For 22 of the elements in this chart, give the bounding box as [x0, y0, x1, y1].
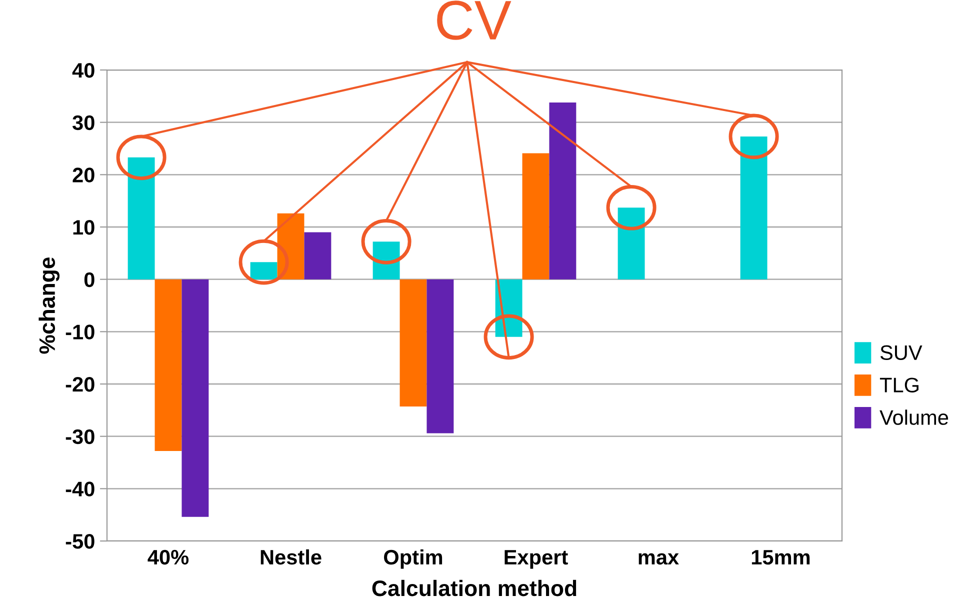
- y-tick-label: -50: [66, 534, 94, 549]
- y-tick-label: 20: [72, 168, 94, 182]
- x-tick-label: 15mm: [752, 550, 810, 565]
- y-tick-label: 0: [84, 272, 94, 288]
- x-tick-label: max: [638, 553, 679, 565]
- legend-label: SUV: [880, 345, 922, 360]
- x-axis-title: Calculation method: [372, 580, 576, 596]
- y-tick-label: -40: [66, 482, 94, 496]
- y-tick-label: -20: [66, 377, 94, 392]
- x-tick-label: Expert: [504, 550, 568, 569]
- y-tick-label: 40: [72, 63, 94, 78]
- y-tick-label: -30: [66, 429, 94, 444]
- y-tick-label: 30: [72, 115, 94, 130]
- legend-label: TLG: [880, 378, 918, 392]
- text: CV: [437, 0, 512, 40]
- legend-label: Volume: [880, 410, 948, 425]
- y-tick-label: 10: [73, 220, 94, 235]
- x-tick-label: Optim: [384, 549, 442, 569]
- y-tick-label: -10: [66, 324, 94, 340]
- x-tick-label: 40%: [148, 550, 189, 565]
- x-tick-label: Nestle: [260, 549, 322, 565]
- y-axis-title: %change: [38, 257, 60, 354]
